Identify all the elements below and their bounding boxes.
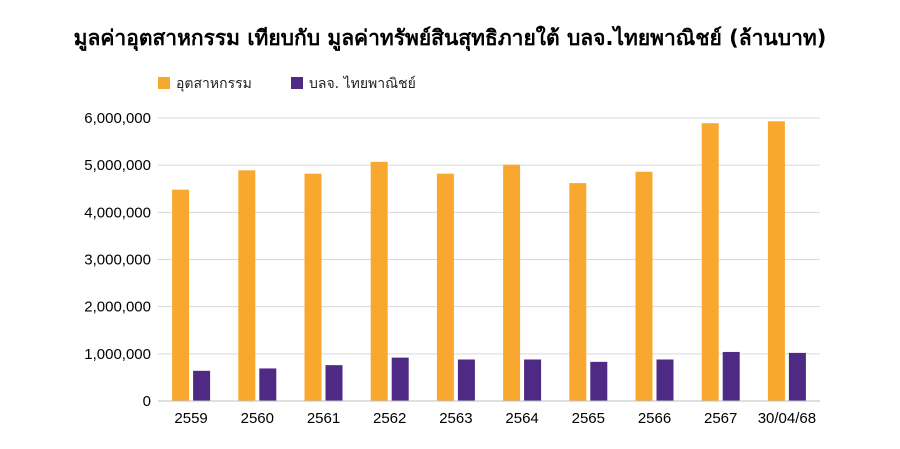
legend-swatch-industry	[158, 77, 170, 89]
x-tick-label: 2564	[505, 410, 538, 427]
bar-industry	[701, 123, 719, 402]
x-tick-label: 2565	[572, 410, 605, 427]
legend-swatch-scb	[291, 77, 303, 89]
bar-scb	[788, 352, 806, 401]
gridlines	[158, 117, 820, 355]
y-tick-label: 4,000,000	[84, 204, 151, 221]
x-tick-label: 30/04/68	[758, 410, 816, 427]
x-tick-label: 2566	[638, 410, 671, 427]
x-tick-label: 2562	[373, 410, 406, 427]
bar-industry	[238, 170, 256, 401]
bar-industry	[767, 121, 785, 401]
bar-industry	[635, 171, 653, 401]
legend-label-scb: บลจ. ไทยพาณิชย์	[309, 75, 416, 92]
y-tick-label: 6,000,000	[84, 110, 151, 127]
y-tick-label: 3,000,000	[84, 252, 151, 269]
bar-scb	[656, 359, 674, 401]
y-axis-tick-labels: 0 1,000,000 2,000,000 3,000,000 4,000,000 5,0…	[84, 110, 151, 410]
bar-scb	[325, 365, 343, 401]
legend-label-industry: อุตสาหกรรม	[176, 76, 252, 92]
bar-industry	[304, 173, 322, 401]
y-tick-label: 5,000,000	[84, 157, 151, 174]
bar-industry	[503, 164, 521, 401]
chart-title: มูลค่าอุตสาหกรรม เทียบกับ มูลค่าทรัพย์สิ…	[74, 25, 827, 52]
x-axis-tick-labels: 2559 2560 2561 2562 2563 2564 2565 2566 2567 30/0…	[174, 410, 816, 427]
bar-scb	[524, 359, 542, 401]
x-tick-label: 2563	[439, 410, 472, 427]
bar-scb	[193, 370, 211, 401]
x-tick-label: 2560	[241, 410, 274, 427]
y-tick-label: 2,000,000	[84, 299, 151, 316]
bar-scb	[457, 359, 475, 401]
bars	[172, 121, 806, 402]
bar-scb	[590, 361, 608, 401]
x-tick-label: 2561	[307, 410, 340, 427]
x-tick-label: 2559	[174, 410, 207, 427]
bar-industry	[370, 161, 388, 401]
bar-industry	[436, 173, 454, 401]
bar-scb	[391, 357, 409, 401]
y-tick-label: 1,000,000	[84, 346, 151, 363]
bar-scb	[722, 351, 740, 401]
bar-industry	[172, 189, 190, 401]
y-tick-label: 0	[143, 393, 151, 410]
bar-industry	[569, 183, 587, 401]
bar-scb	[259, 368, 277, 401]
legend: อุตสาหกรรม บลจ. ไทยพาณิชย์	[158, 75, 416, 92]
x-tick-label: 2567	[704, 410, 737, 427]
